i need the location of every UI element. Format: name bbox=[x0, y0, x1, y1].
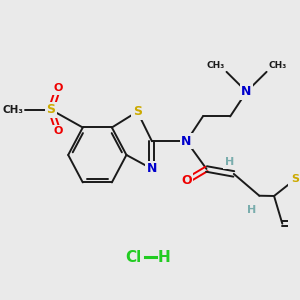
Text: O: O bbox=[53, 127, 63, 136]
Text: N: N bbox=[181, 135, 192, 148]
Text: O: O bbox=[181, 174, 192, 188]
Text: Cl: Cl bbox=[126, 250, 142, 265]
Text: H: H bbox=[248, 205, 256, 214]
Text: H: H bbox=[158, 250, 170, 265]
Text: CH₃: CH₃ bbox=[3, 105, 24, 115]
Text: H: H bbox=[225, 157, 234, 167]
Text: S: S bbox=[292, 174, 300, 184]
Text: S: S bbox=[46, 103, 56, 116]
Text: N: N bbox=[147, 162, 157, 175]
Text: O: O bbox=[53, 83, 63, 93]
Text: CH₃: CH₃ bbox=[206, 61, 225, 70]
Text: N: N bbox=[242, 85, 252, 98]
Text: S: S bbox=[133, 105, 142, 118]
Text: CH₃: CH₃ bbox=[268, 61, 286, 70]
